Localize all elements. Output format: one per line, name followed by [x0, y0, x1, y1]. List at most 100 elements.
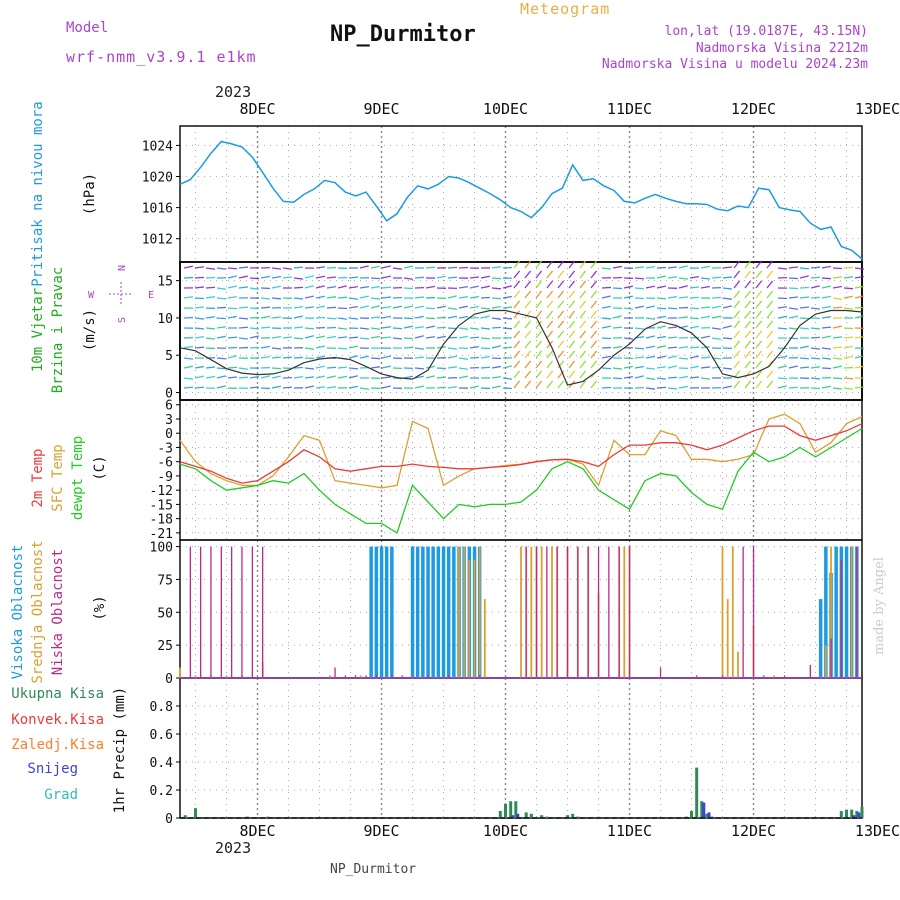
total-precip-bar	[690, 811, 693, 818]
wind-barb	[755, 320, 763, 329]
wind-barb	[326, 296, 336, 299]
wind-barb	[733, 350, 741, 359]
y-tick-label: -9	[157, 470, 173, 485]
wind-barb	[392, 327, 403, 330]
wind-barb	[480, 275, 490, 279]
wind-barb	[810, 317, 821, 320]
wind-barb	[205, 286, 216, 289]
wind-barb	[535, 380, 543, 389]
wind-barb	[590, 380, 598, 389]
wind-barb	[755, 380, 763, 389]
wind-barb	[513, 370, 521, 379]
wind-barb	[579, 360, 587, 369]
wind-barb	[238, 306, 249, 309]
precip-legend-item: Snijeg	[27, 761, 78, 777]
wind-barb	[403, 277, 414, 280]
wind-barb	[403, 265, 413, 269]
wind-barb	[447, 315, 457, 319]
wind-barb	[216, 317, 227, 320]
wind-barb	[601, 305, 611, 309]
wind-barb	[645, 345, 655, 349]
wind-barb	[535, 270, 543, 279]
wind-barb	[810, 276, 821, 279]
wind-barb	[227, 307, 238, 310]
y-tick-label: 0.6	[150, 728, 173, 743]
wind-barb	[645, 355, 655, 359]
wind-barb	[733, 270, 741, 279]
low-cloud-bar	[721, 675, 724, 678]
wind-barb	[447, 307, 458, 310]
wind-barb	[183, 296, 194, 299]
wind-barb	[205, 327, 216, 330]
wind-barb	[799, 296, 810, 299]
wind-barb	[832, 336, 843, 339]
wind-barb	[535, 340, 543, 349]
wind-barb	[425, 317, 436, 320]
mid-cloud-bar	[530, 546, 533, 678]
total-precip-bar	[540, 815, 544, 818]
wind-barb	[557, 350, 565, 359]
wind-barb	[458, 285, 468, 289]
low-cloud-bar	[608, 546, 610, 678]
wind-barb	[777, 315, 787, 319]
wind-barb	[766, 370, 774, 379]
wind-barb	[645, 367, 656, 370]
wind-barb	[667, 376, 678, 379]
high-cloud-bar	[410, 546, 415, 678]
wind-barb	[315, 375, 325, 379]
wind-barb	[634, 266, 645, 269]
wind-barb	[810, 377, 821, 380]
wind-barb	[678, 265, 688, 269]
wind-barb	[843, 266, 854, 269]
wind-barb	[612, 265, 622, 269]
wind-barb	[744, 270, 752, 279]
wind-barb	[194, 365, 204, 369]
total-precip-bar	[576, 816, 580, 818]
wind-barb	[546, 360, 554, 369]
wind-barb	[722, 287, 733, 290]
wind-barb	[282, 267, 293, 270]
bottom-day-label: 8DEC	[239, 822, 275, 840]
snow-precip-bar	[511, 815, 515, 818]
wind-barb	[249, 335, 259, 339]
y-tick-label: -12	[150, 484, 173, 499]
low-cloud-bar	[856, 546, 858, 678]
wind-barb	[667, 296, 677, 299]
mid-cloud-axis-label: Srednja Oblacnost	[30, 540, 46, 683]
wind-barb	[381, 336, 392, 339]
sfc-temp-axis-label: SFC Temp	[50, 444, 66, 511]
low-cloud-bar	[783, 675, 786, 678]
wind-barb	[700, 346, 710, 349]
total-precip-bar	[695, 767, 699, 818]
wind-barb	[777, 347, 788, 350]
wind-barb	[733, 380, 741, 389]
dewpt-axis-label: dewpt Temp	[70, 436, 86, 520]
wind-barb	[667, 326, 678, 329]
wind-barb	[799, 306, 810, 309]
wind-barb	[601, 367, 612, 370]
low-cloud-bar	[241, 546, 243, 678]
wind-barb	[227, 295, 237, 299]
wind-barb	[370, 327, 381, 330]
wind-barb	[326, 375, 336, 379]
high-cloud-bar	[824, 546, 828, 678]
wind-barb	[480, 355, 490, 359]
wind-barb	[524, 370, 532, 379]
wind-barb	[524, 330, 532, 339]
wind-barb	[656, 377, 667, 380]
wind-barb	[788, 365, 798, 369]
wind-barb	[634, 287, 645, 290]
wind-barb	[337, 296, 348, 299]
total-precip-bar	[850, 809, 854, 818]
wind-barb	[183, 265, 193, 269]
mid-cloud-bar	[328, 675, 331, 678]
wind-barb	[205, 316, 216, 319]
wind-barb	[337, 317, 348, 320]
wind-barb	[546, 380, 554, 389]
mid-cloud-bar	[731, 546, 734, 678]
wind-barb	[590, 290, 598, 299]
wind-barb	[491, 357, 502, 360]
wind-barb	[645, 285, 655, 289]
wind-barb	[700, 277, 711, 280]
wind-rose-w: W	[88, 290, 95, 301]
